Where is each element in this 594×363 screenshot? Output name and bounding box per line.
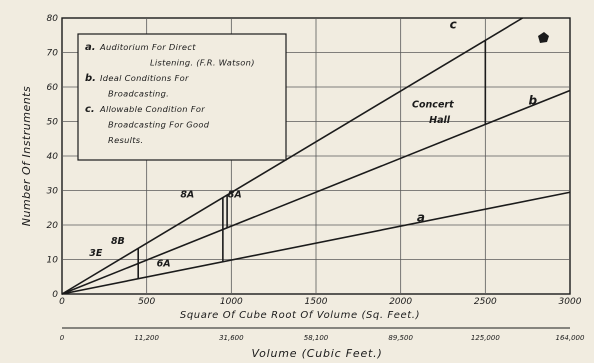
annotation-label: b: [528, 93, 537, 107]
x-tick-label: 1000: [220, 297, 243, 307]
volume-tick-label: 89,500: [388, 334, 413, 342]
legend-text: Ideal Conditions For: [100, 73, 189, 83]
annotation-label: a: [417, 211, 425, 225]
volume-tick-label: 11,200: [134, 334, 159, 342]
corner-mark: [538, 32, 549, 43]
y-tick-label: 40: [47, 152, 59, 162]
annotation-label: 8A: [228, 189, 242, 200]
x-axis-label: Square Of Cube Root Of Volume (Sq. Feet.…: [180, 310, 420, 321]
volume-tick-label: 58,100: [304, 334, 329, 342]
x-tick-label: 2000: [389, 297, 412, 307]
x-tick-label: 1500: [305, 297, 328, 307]
legend-text: Broadcasting For Good: [108, 120, 210, 130]
legend-key: c.: [85, 104, 95, 115]
range-markers: [137, 40, 487, 279]
annotation-label: Concert: [412, 100, 454, 111]
annotation-label: 6A: [157, 258, 171, 269]
y-tick-label: 80: [47, 14, 59, 24]
legend-box: [77, 33, 287, 161]
y-tick-label: 70: [47, 49, 59, 59]
annotations: c b a Concert Hall 8A 8A 8B 3E 6A: [89, 17, 537, 269]
volume-tick-label: 125,000: [471, 334, 500, 342]
x-tick-label: 2500: [474, 297, 497, 307]
annotation-label: c: [450, 17, 457, 31]
y-tick-label: 30: [47, 187, 59, 197]
series-line-c: [61, 17, 523, 295]
volume-axis-label: Volume (Cubic Feet.): [251, 347, 382, 360]
legend-text: Broadcasting.: [108, 89, 169, 99]
y-tick-label: 0: [52, 290, 58, 300]
y-tick-label: 60: [47, 83, 59, 93]
y-tick-label: 10: [47, 256, 59, 266]
annotation-label: 8A: [180, 189, 194, 200]
x-tick-label: 500: [138, 297, 155, 307]
volume-tick-label: 31,600: [219, 334, 244, 342]
x-tick-label: 3000: [559, 297, 582, 307]
volume-tick-label: 0: [60, 334, 65, 342]
legend-text: Results.: [108, 135, 143, 145]
y-tick-label: 50: [47, 118, 59, 128]
legend-text: Auditorium For Direct: [99, 42, 196, 52]
legend-key: a.: [85, 42, 96, 53]
annotation-label: 8B: [111, 236, 125, 247]
legend-text: Listening. (F.R. Watson): [150, 58, 255, 68]
legend-key: b.: [85, 73, 96, 84]
tick-labels: 0 500 1000 1500 2000 2500 3000 0 10 20 30 40 50 60 70 8…: [47, 14, 585, 342]
series-line-a: [61, 191, 571, 295]
annotation-label: 3E: [89, 248, 103, 259]
legend-text: Allowable Condition For: [99, 104, 205, 114]
y-tick-label: 20: [47, 221, 59, 231]
volume-tick-label: 164,000: [556, 334, 585, 342]
annotation-label: Hall: [429, 115, 451, 126]
x-tick-label: 0: [59, 297, 65, 307]
legend: a. Auditorium For Direct Listening. (F.R. …: [77, 33, 287, 161]
y-axis-label: Number Of Instruments: [20, 86, 33, 226]
